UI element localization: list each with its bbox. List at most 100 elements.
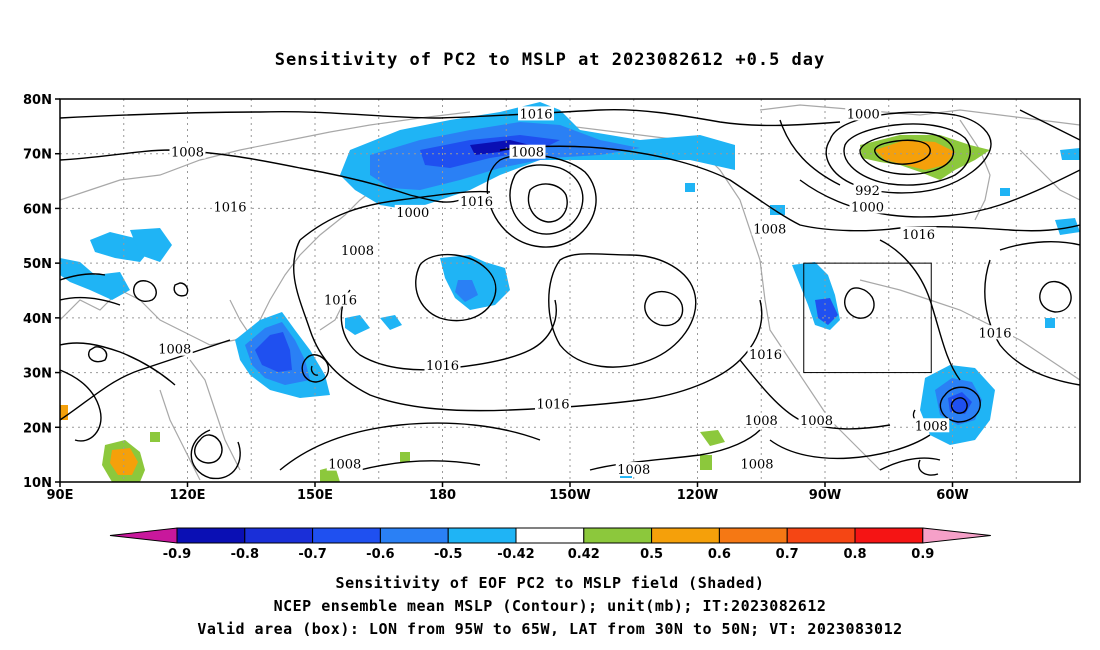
colorbar-label: 0.42	[568, 547, 600, 562]
contour-label: 1008	[745, 414, 778, 429]
colorbar-swatch	[176, 527, 246, 544]
lat-tick-label: 70N	[23, 148, 52, 163]
contour-label: 1016	[460, 195, 493, 210]
colorbar: -0.9 -0.8 -0.7 -0.6 -0.5 -0.42 0.42 0.5 0.6 0.7 0.…	[109, 527, 991, 562]
colorbar-swatch	[854, 527, 924, 544]
contour-label: 1016	[426, 359, 459, 374]
colorbar-swatch	[244, 527, 314, 544]
contour-label-bg	[853, 183, 882, 198]
contour-label-bg	[535, 396, 571, 411]
longitude-axis: 90E 120E 150E 180 150W 120W 90W 60W	[47, 482, 969, 503]
colorbar-label: -0.9	[163, 547, 191, 562]
lon-tick-label: 150E	[297, 488, 333, 503]
contour-label-bg	[747, 347, 784, 362]
contour-label: 1008	[915, 419, 948, 434]
contour-label-bg	[849, 199, 886, 214]
colorbar-swatch	[515, 527, 585, 544]
contour-label-bg	[739, 456, 775, 471]
contour-label-bg	[751, 221, 788, 236]
colorbar-low-arrow	[109, 527, 178, 544]
contour-label: 1008	[341, 244, 374, 259]
caption-line-1: Sensitivity of EOF PC2 to MSLP field (Sh…	[335, 574, 765, 592]
contour-label: 1008	[740, 458, 773, 473]
contour-label-bg	[509, 144, 546, 159]
caption-line-3: Valid area (box): LON from 95W to 65W, L…	[197, 620, 903, 638]
contour-label-bg	[156, 341, 193, 356]
contour-label: 1000	[847, 107, 880, 122]
colorbar-label: 0.5	[640, 547, 663, 562]
contour-label-bg	[900, 226, 937, 241]
colorbar-label: 0.7	[776, 547, 799, 562]
colorbar-label: 0.8	[843, 547, 866, 562]
lat-tick-label: 80N	[23, 93, 52, 108]
colorbar-swatch	[651, 527, 720, 544]
lat-tick-label: 30N	[23, 367, 52, 382]
contour-label-bg	[169, 144, 206, 159]
map-title: Sensitivity of PC2 to MSLP at 2023082612…	[274, 50, 826, 70]
contour-label: 1008	[800, 414, 833, 429]
contour-label-bg	[394, 204, 431, 219]
caption-line-2: NCEP ensemble mean MSLP (Contour); unit(…	[273, 597, 827, 615]
contour-label: 1008	[511, 146, 544, 161]
contour-label: 1016	[978, 326, 1011, 341]
colorbar-swatch	[447, 527, 517, 544]
contour-label-bg	[845, 106, 882, 121]
colorbar-label: -0.5	[434, 547, 462, 562]
contour-label: 1000	[396, 206, 429, 221]
lon-tick-label: 90E	[47, 488, 74, 503]
lon-tick-label: 60W	[936, 488, 968, 503]
lat-tick-label: 20N	[23, 421, 52, 436]
lat-tick-label: 60N	[23, 202, 52, 217]
valid-area-box	[803, 262, 932, 374]
plot-area: 1016 1008 1008 1016 1008 1000 1016 1016 1008 1016…	[59, 98, 1081, 483]
colorbar-swatch	[379, 527, 449, 544]
mslp-contours	[60, 108, 1080, 480]
lon-tick-label: 120E	[169, 488, 205, 503]
contour-label-bg	[743, 412, 780, 427]
contour-label-bg	[518, 106, 554, 121]
colorbar-swatch	[786, 527, 856, 544]
contour-label: 1008	[158, 343, 191, 358]
colorbar-label: 0.6	[708, 547, 731, 562]
lat-tick-label: 50N	[23, 257, 52, 272]
contour-label: 1016	[902, 228, 935, 243]
contour-label-bg	[798, 412, 835, 427]
colorbar-swatch	[312, 527, 381, 544]
contour-label: 1008	[617, 463, 650, 478]
lat-tick-label: 40N	[23, 312, 52, 327]
contour-label-bg	[322, 292, 359, 307]
contour-label: 1008	[328, 458, 361, 473]
lat-tick-label: 10N	[23, 476, 52, 491]
contour-label: 1016	[213, 200, 246, 215]
lon-tick-label: 180	[429, 488, 456, 503]
contour-label: 1016	[749, 348, 782, 363]
colorbar-label: -0.7	[298, 547, 326, 562]
lon-tick-label: 150W	[549, 488, 590, 503]
contour-label-bg	[977, 325, 1013, 340]
colorbar-swatch	[718, 527, 788, 544]
lon-tick-label: 90W	[809, 488, 841, 503]
contour-label: 1016	[536, 397, 569, 412]
contour-label: 1016	[519, 107, 552, 122]
contour-label-bg	[339, 243, 376, 258]
colorbar-label: -0.6	[366, 547, 394, 562]
contour-label: 1008	[753, 222, 786, 237]
colorbar-label: 0.9	[911, 547, 934, 562]
contour-label-bg	[913, 418, 950, 433]
colorbar-high-arrow	[922, 527, 991, 544]
contour-label-bg	[615, 462, 652, 477]
colorbar-label: -0.42	[497, 547, 534, 562]
contour-labels: 1016 1008 1008 1016 1008 1000 1016 1016 1008 1016…	[156, 106, 1013, 478]
contour-label-bg	[458, 193, 495, 208]
contour-label: 1016	[324, 293, 357, 308]
contour-label-bg	[212, 199, 248, 214]
lon-tick-label: 120W	[677, 488, 718, 503]
contour-label-bg	[326, 456, 363, 471]
colorbar-swatch	[583, 527, 653, 544]
contour-label: 992	[855, 184, 880, 199]
latitude-axis: 80N 70N 60N 50N 40N 30N 20N 10N	[23, 93, 60, 491]
colorbar-label: -0.8	[231, 547, 259, 562]
contour-label: 1000	[851, 200, 884, 215]
contour-label-bg	[424, 358, 461, 373]
